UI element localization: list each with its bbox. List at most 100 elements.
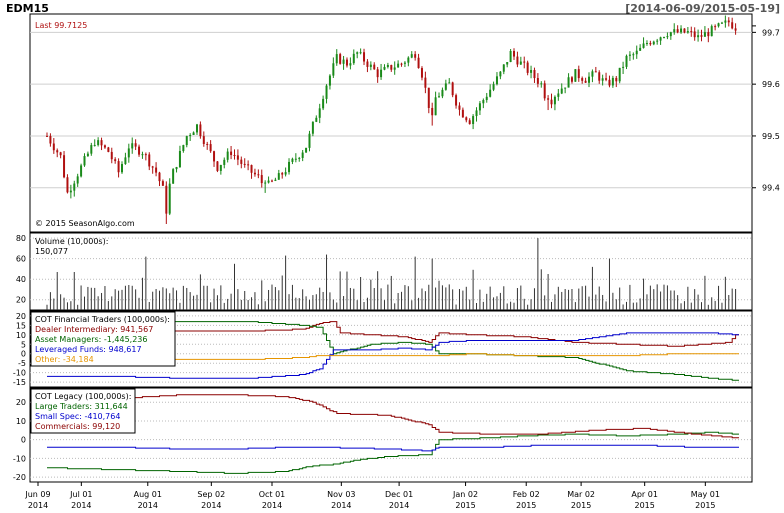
price-candle-body (530, 70, 533, 73)
price-candle-body (69, 190, 72, 193)
price-candle-body (46, 135, 48, 137)
price-candle-body (618, 67, 621, 82)
price-candle-body (485, 96, 488, 101)
price-candle-body (213, 151, 216, 162)
price-candle-body (724, 20, 727, 23)
price-candle-body (482, 100, 485, 104)
price-candle-body (594, 71, 597, 73)
cot_legacy-tick-label: -20 (13, 473, 26, 482)
price-candle-body (56, 150, 59, 153)
x-tick-year: 2014 (389, 501, 409, 510)
price-candle-body (230, 151, 233, 156)
x-tick-year: 2014 (331, 501, 351, 510)
x-tick-year: 2015 (634, 501, 654, 510)
cot_financial-tick-label: 10 (16, 331, 26, 340)
cot_financial-title: COT Financial Traders (100,000s): (35, 315, 170, 324)
price-candle-body (288, 161, 291, 173)
cot_financial-legend-box (30, 311, 176, 367)
x-tick-year: 2014 (201, 501, 221, 510)
price-candle-body (189, 135, 192, 137)
price-candle-body (652, 41, 655, 45)
price-candle-body (356, 52, 359, 54)
x-tick-month: Feb 02 (513, 490, 540, 499)
x-tick-month: Oct 01 (259, 490, 286, 499)
price-candle-body (386, 64, 389, 67)
price-candle-body (335, 54, 338, 64)
price-candle-body (581, 78, 584, 81)
price-candle-body (90, 145, 93, 154)
price-candle-body (611, 77, 614, 86)
price-candle-body (369, 64, 372, 67)
price-candle-body (277, 173, 280, 180)
price-candle-body (322, 98, 325, 109)
price-candle-body (465, 117, 468, 121)
price-candle-body (720, 22, 723, 24)
x-tick-month: Jul 01 (69, 490, 92, 499)
price-candle-body (52, 143, 55, 151)
price-candle-body (294, 158, 297, 160)
price-candle-body (509, 50, 512, 62)
price-candle-body (267, 180, 270, 183)
price-candle-body (690, 31, 693, 33)
x-tick-year: 2015 (455, 501, 475, 510)
price-candle-body (202, 136, 205, 144)
price-candle-body (686, 31, 689, 33)
price-candle-body (639, 47, 642, 51)
price-candle-body (247, 164, 250, 166)
price-candle-body (148, 154, 151, 167)
panel-frame-0 (29, 13, 753, 233)
price-candle-body (376, 69, 379, 78)
price-candle-body (448, 82, 451, 84)
price-candle-body (206, 143, 209, 145)
price-candle-body (553, 96, 556, 105)
price-candle-body (257, 174, 260, 176)
price-candle-body (492, 84, 495, 90)
price-candle-body (564, 87, 567, 89)
x-tick-month: Sep 02 (197, 490, 225, 499)
price-candle-body (601, 78, 604, 81)
price-candle-body (86, 153, 89, 157)
price-candle-body (311, 121, 314, 134)
price-candle-body (478, 103, 481, 111)
cot_legacy-tick-label: 10 (16, 417, 26, 426)
price-candle-body (59, 152, 62, 156)
price-candle-body (424, 77, 427, 88)
price-candle-body (192, 132, 195, 136)
price-candle-body (410, 54, 413, 58)
price-candle-body (363, 52, 366, 62)
price-candle-body (438, 96, 441, 98)
last-price-label: Last 99.7125 (35, 21, 87, 30)
price-candle-body (366, 61, 369, 67)
price-candle-body (560, 88, 563, 94)
volume-tick-label: 40 (16, 275, 26, 284)
cot_legacy-legend-entry: Commercials: 99,120 (35, 422, 120, 431)
price-candle-body (550, 99, 553, 105)
cot_financial-legend-entry: Dealer Intermediary: 941,567 (35, 325, 153, 334)
x-tick-month: Dec 01 (385, 490, 413, 499)
price-candle-body (270, 180, 273, 182)
price-tick-label: 99.4 (762, 184, 780, 193)
price-candle-body (63, 155, 66, 178)
price-candle-body (342, 59, 345, 64)
price-candle-body (513, 50, 516, 57)
price-candle-body (461, 109, 464, 118)
cot_legacy-tick-label: 0 (21, 436, 26, 445)
price-candle-body (574, 69, 577, 82)
price-candle-body (93, 145, 96, 147)
price-candle-body (260, 175, 263, 184)
price-candle-body (291, 158, 294, 162)
price-candle-body (216, 161, 219, 171)
cot_legacy-legend-entry: Large Traders: 311,644 (35, 402, 128, 411)
cot_legacy-tick-label: -10 (13, 454, 26, 463)
price-candle-body (301, 152, 304, 158)
price-candle-body (110, 151, 113, 160)
copyright-text: © 2015 SeasonAlgo.com (35, 219, 135, 228)
price-candle-body (298, 157, 301, 159)
price-candle-body (373, 64, 376, 70)
price-candle-body (83, 156, 86, 166)
price-candle-body (165, 185, 168, 214)
price-candle-body (199, 124, 202, 137)
volume-tick-label: 60 (16, 255, 26, 264)
x-tick-month: May 01 (691, 490, 720, 499)
price-candle-body (175, 167, 178, 170)
